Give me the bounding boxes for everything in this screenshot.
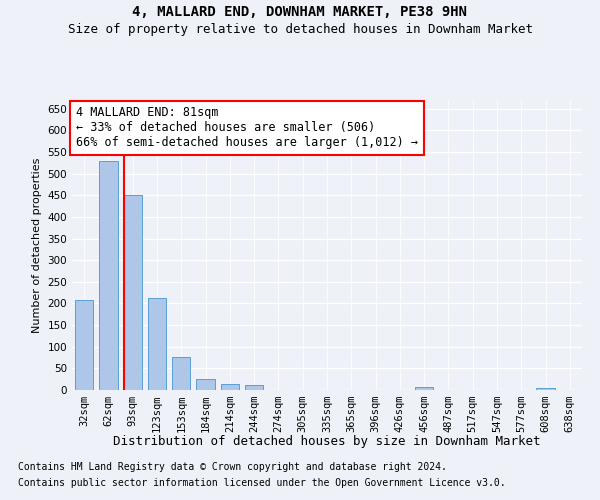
Y-axis label: Number of detached properties: Number of detached properties	[32, 158, 42, 332]
Text: Distribution of detached houses by size in Downham Market: Distribution of detached houses by size …	[113, 435, 541, 448]
Bar	[221, 384, 239, 390]
Bar	[100, 160, 118, 390]
Bar	[124, 195, 142, 390]
Text: Contains public sector information licensed under the Open Government Licence v3: Contains public sector information licen…	[18, 478, 506, 488]
Text: 4, MALLARD END, DOWNHAM MARKET, PE38 9HN: 4, MALLARD END, DOWNHAM MARKET, PE38 9HN	[133, 5, 467, 19]
Bar	[172, 357, 190, 390]
Bar	[148, 298, 166, 390]
Text: Size of property relative to detached houses in Downham Market: Size of property relative to detached ho…	[67, 22, 533, 36]
Text: Contains HM Land Registry data © Crown copyright and database right 2024.: Contains HM Land Registry data © Crown c…	[18, 462, 447, 472]
Bar	[196, 379, 215, 390]
Bar	[415, 388, 433, 390]
Text: 4 MALLARD END: 81sqm
← 33% of detached houses are smaller (506)
66% of semi-deta: 4 MALLARD END: 81sqm ← 33% of detached h…	[76, 106, 418, 150]
Bar	[245, 385, 263, 390]
Bar	[75, 300, 93, 390]
Bar	[536, 388, 554, 390]
